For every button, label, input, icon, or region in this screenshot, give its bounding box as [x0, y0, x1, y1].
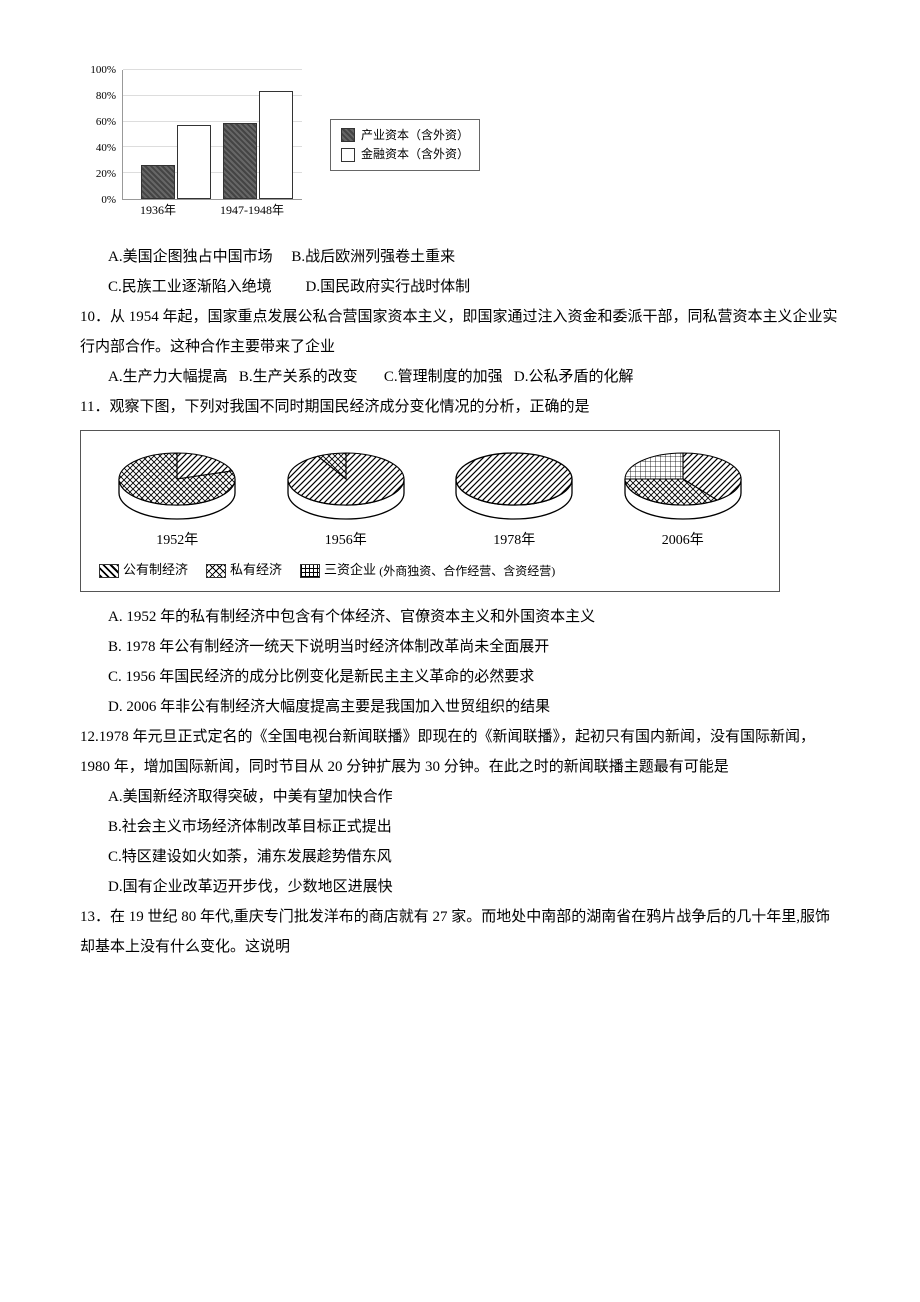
- swatch-dark-icon: [341, 128, 355, 142]
- bar-chart-legend: 产业资本（含外资） 金融资本（含外资）: [330, 119, 480, 171]
- q11-opt-a: A. 1952 年的私有制经济中包含有个体经济、官僚资本主义和外国资本主义: [80, 602, 840, 632]
- legend-private: 私有经济: [206, 557, 282, 583]
- pie-cell: 1956年: [278, 441, 414, 555]
- pie-disc-icon: [615, 441, 751, 527]
- bar-chart-figure: 0% 20% 40% 60% 80% 100% 1936年 1947-1948年…: [80, 60, 840, 230]
- bar-1936-industry: [141, 165, 175, 199]
- pie-cell: 1978年: [446, 441, 582, 555]
- q9-opt-d: D.国民政府实行战时体制: [306, 272, 471, 302]
- swatch-light-icon: [341, 148, 355, 162]
- pie-legend: 公有制经济 私有经济 三资企业 (外商独资、合作经营、含资经营): [93, 555, 767, 585]
- q10-opt-a: A.生产力大幅提高: [108, 362, 228, 392]
- swatch-grid-icon: [300, 564, 320, 578]
- pie-disc-icon: [278, 441, 414, 527]
- legend-sanzi: 三资企业 (外商独资、合作经营、含资经营): [300, 557, 555, 583]
- pie-year-label: 2006年: [615, 527, 751, 555]
- q11-opt-c: C. 1956 年国民经济的成分比例变化是新民主主义革命的必然要求: [80, 662, 840, 692]
- q12-opt-a: A.美国新经济取得突破，中美有望加快合作: [80, 782, 840, 812]
- q11-stem: 11．观察下图，下列对我国不同时期国民经济成分变化情况的分析，正确的是: [80, 392, 840, 422]
- pie-cell: 2006年: [615, 441, 751, 555]
- q12-opt-c: C.特区建设如火如荼，浦东发展趁势借东风: [80, 842, 840, 872]
- bar-1947-finance: [259, 91, 293, 199]
- q12-opt-b: B.社会主义市场经济体制改革目标正式提出: [80, 812, 840, 842]
- q10-stem: 10．从 1954 年起，国家重点发展公私合营国家资本主义，即国家通过注入资金和…: [80, 302, 840, 362]
- q12-stem: 12.1978 年元旦正式定名的《全国电视台新闻联播》即现在的《新闻联播》，起初…: [80, 722, 840, 782]
- q9-options-row2: C.民族工业逐渐陷入绝境 D.国民政府实行战时体制: [80, 272, 840, 302]
- q11-opt-d: D. 2006 年非公有制经济大幅度提高主要是我国加入世贸组织的结果: [80, 692, 840, 722]
- q9-opt-b: B.战后欧洲列强卷土重来: [291, 242, 455, 272]
- q9-opt-c: C.民族工业逐渐陷入绝境: [108, 272, 272, 302]
- pie-disc-icon: [446, 441, 582, 527]
- swatch-stripe-icon: [99, 564, 119, 578]
- pie-cell: 1952年: [109, 441, 245, 555]
- pie-year-label: 1978年: [446, 527, 582, 555]
- q10-opt-c: C.管理制度的加强: [384, 362, 503, 392]
- q9-opt-a: A.美国企图独占中国市场: [108, 242, 273, 272]
- q11-opt-b: B. 1978 年公有制经济一统天下说明当时经济体制改革尚未全面展开: [80, 632, 840, 662]
- pie-row: 1952年 1956年 1978年 2006年: [93, 441, 767, 555]
- legend-label-industry: 产业资本（含外资）: [361, 126, 469, 145]
- pie-year-label: 1956年: [278, 527, 414, 555]
- q13-stem: 13．在 19 世纪 80 年代,重庆专门批发洋布的商店就有 27 家。而地处中…: [80, 902, 840, 962]
- pie-figure: 1952年 1956年 1978年 2006年 公有制经济 私有经济 三资企业 (外商…: [80, 430, 780, 592]
- legend-item-industry: 产业资本（含外资）: [341, 126, 469, 145]
- bar-chart: 0% 20% 40% 60% 80% 100% 1936年 1947-1948年: [80, 60, 310, 230]
- bar-1936-finance: [177, 125, 211, 199]
- y-axis-ticks: 0% 20% 40% 60% 80% 100%: [80, 70, 120, 200]
- legend-item-finance: 金融资本（含外资）: [341, 145, 469, 164]
- x-label-1936: 1936年: [140, 198, 176, 222]
- pie-disc-icon: [109, 441, 245, 527]
- q12-opt-d: D.国有企业改革迈开步伐，少数地区进展快: [80, 872, 840, 902]
- legend-label-finance: 金融资本（含外资）: [361, 145, 469, 164]
- swatch-cross-icon: [206, 564, 226, 578]
- legend-public: 公有制经济: [99, 557, 188, 583]
- bar-1947-industry: [223, 123, 257, 199]
- x-label-1947: 1947-1948年: [220, 198, 284, 222]
- q9-options-row1: A.美国企图独占中国市场 B.战后欧洲列强卷土重来: [80, 242, 840, 272]
- pie-year-label: 1952年: [109, 527, 245, 555]
- q10-opt-b: B.生产关系的改变: [239, 362, 358, 392]
- q10-opt-d: D.公私矛盾的化解: [514, 362, 634, 392]
- q10-options: A.生产力大幅提高 B.生产关系的改变 C.管理制度的加强 D.公私矛盾的化解: [80, 362, 840, 392]
- plot-area: [122, 70, 302, 200]
